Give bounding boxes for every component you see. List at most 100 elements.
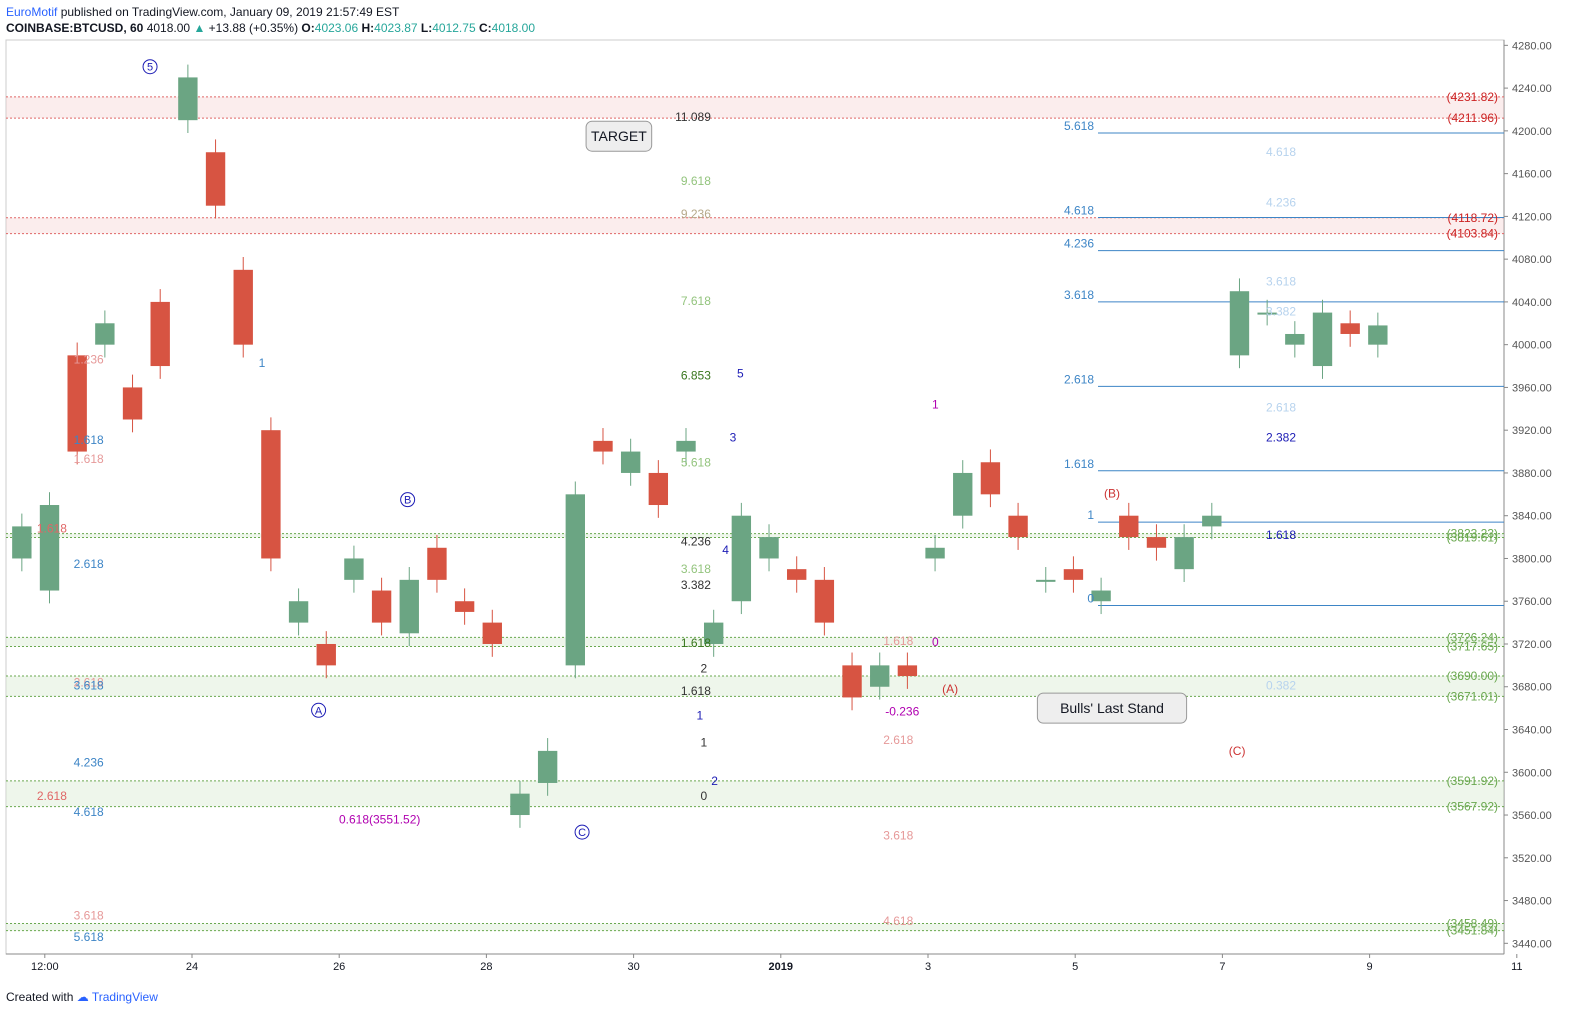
- candle-body: [1146, 537, 1167, 548]
- candle-body: [1285, 333, 1305, 345]
- fib-label: 5.618: [1064, 119, 1094, 133]
- x-tick-label: 5: [1072, 961, 1078, 973]
- author-link[interactable]: EuroMotif: [6, 5, 58, 19]
- open-value: 4023.06: [314, 21, 359, 35]
- y-tick-label: 4240.00: [1512, 83, 1552, 95]
- y-tick-label: 3480.00: [1512, 896, 1552, 908]
- high-value: 4023.87: [374, 21, 418, 35]
- candle-body: [759, 537, 779, 559]
- y-tick-label: 4080.00: [1512, 254, 1552, 266]
- candle-body: [1091, 590, 1111, 602]
- fib-level-label: 0: [701, 789, 708, 803]
- candle-body: [39, 505, 60, 591]
- fib-level-label: 9.618: [681, 174, 711, 188]
- fib-level-label: 4.236: [1266, 195, 1296, 209]
- y-tick-label: 3520.00: [1512, 853, 1552, 865]
- fib-level-label: 1.236: [74, 353, 104, 367]
- zone-band: [6, 780, 1504, 807]
- tradingview-link[interactable]: TradingView: [91, 990, 158, 1004]
- fib-label: 1: [1087, 508, 1094, 522]
- candle-body: [1202, 515, 1222, 527]
- y-tick-label: 3600.00: [1512, 767, 1552, 779]
- candle-body: [1036, 579, 1056, 582]
- wave-label: (A): [942, 682, 958, 696]
- y-tick-label: 4120.00: [1512, 211, 1552, 223]
- candle-body: [897, 665, 918, 677]
- chart-header: EuroMotif published on TradingView.com, …: [6, 4, 535, 36]
- level-label: (3671.01): [1447, 689, 1498, 703]
- up-arrow-icon: ▲: [193, 21, 206, 35]
- candle-body: [842, 665, 862, 698]
- zone-band: [6, 96, 1504, 119]
- candle-body: [1312, 312, 1333, 367]
- candle-body: [261, 430, 281, 559]
- fib-level-label: 3.618: [74, 909, 104, 923]
- y-tick-label: 3440.00: [1512, 938, 1552, 950]
- wave-label: 0.618(3551.52): [339, 812, 420, 826]
- fib-level-label: 0.382: [1266, 679, 1296, 693]
- tradingview-logo-icon: ☁: [76, 990, 89, 1004]
- candle-body: [676, 440, 696, 452]
- wave-label: 0: [932, 635, 939, 649]
- y-tick-label: 4040.00: [1512, 297, 1552, 309]
- fib-level-label: 1: [701, 735, 708, 749]
- price-change: +13.88 (+0.35%): [208, 21, 299, 35]
- candle-body: [980, 462, 1001, 495]
- open-label: O:: [301, 21, 315, 35]
- y-tick-label: 4000.00: [1512, 340, 1552, 352]
- candle-body: [427, 547, 447, 580]
- wave-label: 4: [722, 543, 729, 557]
- fib-level-label: 3.618: [1266, 275, 1296, 289]
- x-tick-label: 2019: [769, 961, 793, 973]
- wave-label: 5: [147, 62, 153, 74]
- fib-level-label: 1.618: [1266, 528, 1296, 542]
- level-label: (3458.49): [1447, 917, 1498, 931]
- fib-level-label: 9.236: [681, 207, 711, 221]
- y-tick-label: 4200.00: [1512, 126, 1552, 138]
- candle-body: [814, 579, 835, 623]
- fib-level-label: 2.618: [1266, 401, 1296, 415]
- high-label: H:: [361, 21, 375, 35]
- wave-label: (B): [1104, 486, 1120, 500]
- fib-level-label: 1.618: [883, 634, 913, 648]
- wave-label: -0.236: [885, 704, 919, 718]
- candle-body: [288, 601, 309, 623]
- wave-circle: [574, 824, 590, 840]
- wave-label: 1: [696, 709, 703, 723]
- fib-level-label: 5.618: [74, 930, 104, 944]
- fib-level-label: 4.618: [883, 914, 913, 928]
- fib-level-label: 4.236: [74, 756, 104, 770]
- x-tick-label: 11: [1511, 961, 1522, 973]
- level-label: (3451.84): [1447, 924, 1498, 938]
- y-tick-label: 3840.00: [1512, 511, 1552, 523]
- y-tick-label: 3880.00: [1512, 468, 1552, 480]
- level-label: (3726.24): [1447, 630, 1498, 644]
- annotation-text: TARGET: [591, 128, 647, 144]
- candle-body: [150, 301, 170, 367]
- fib-level-label: 3.618: [883, 828, 913, 842]
- level-label: (4103.84): [1447, 227, 1498, 241]
- level-label: (3819.61): [1447, 531, 1498, 545]
- candle-body: [648, 472, 669, 506]
- candle-body: [344, 558, 364, 580]
- fib-level-label: 3.382: [1266, 305, 1296, 319]
- fib-level-label: 4.618: [74, 805, 104, 819]
- candle-body: [1368, 325, 1388, 345]
- fib-level-label: 2.382: [1266, 431, 1296, 445]
- wave-label: B: [404, 495, 411, 507]
- x-tick-label: 30: [627, 961, 639, 973]
- candle-body: [316, 643, 336, 666]
- fib-label: 2.618: [1064, 372, 1094, 386]
- y-tick-label: 4160.00: [1512, 169, 1552, 181]
- candle-body: [787, 569, 807, 580]
- fib-label: 0: [1087, 592, 1094, 606]
- candle-body: [371, 590, 392, 623]
- candle-body: [870, 665, 890, 687]
- y-tick-label: 3800.00: [1512, 553, 1552, 565]
- zone-band: [6, 533, 1504, 538]
- fib-level-label: 2.618: [74, 675, 104, 689]
- x-tick-label: 24: [186, 961, 198, 973]
- candle-body: [731, 515, 752, 602]
- symbol-label[interactable]: COINBASE:BTCUSD, 60: [6, 21, 144, 35]
